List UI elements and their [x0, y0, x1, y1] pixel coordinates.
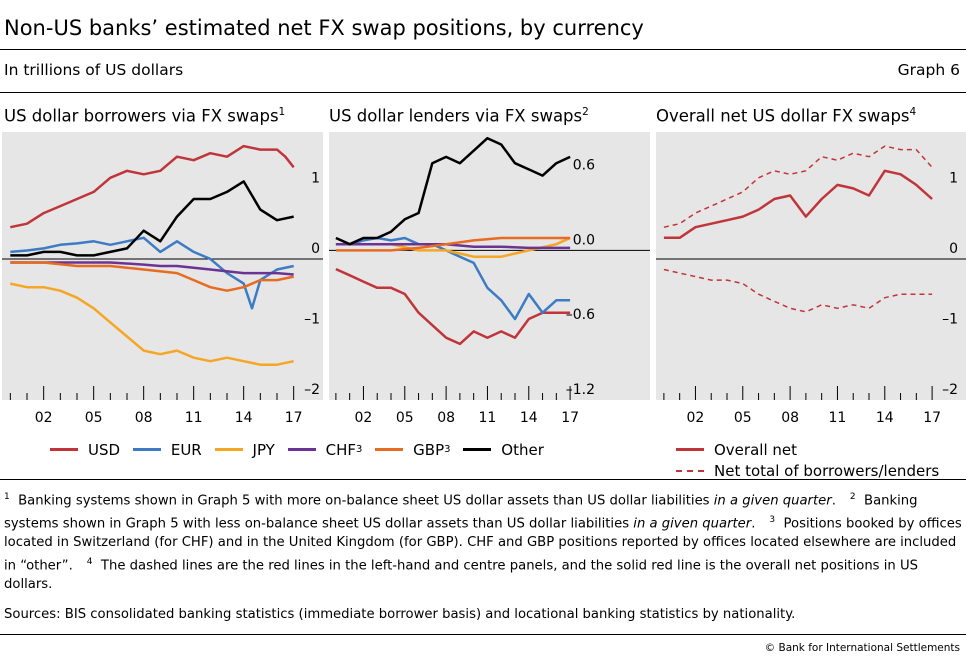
plot-area	[329, 132, 650, 400]
x-tick-label: 02	[687, 410, 705, 426]
x-tick-label: 14	[235, 410, 253, 426]
series-line-other	[10, 180, 294, 257]
series-line-gbp	[10, 261, 294, 292]
panel-title-borrowers: US dollar borrowers via FX swaps1	[4, 106, 286, 126]
series-line-usd	[335, 267, 571, 346]
x-tick-label: 02	[35, 410, 53, 426]
x-tick-label: 05	[396, 410, 414, 426]
legend-item-overall-net: Overall net	[676, 441, 797, 459]
y-tick-label: –2	[304, 382, 320, 398]
footnote-text: Positions booked by offices located in S…	[4, 516, 962, 573]
panel-title-lenders: US dollar lenders via FX swaps2	[329, 106, 589, 126]
unit-label: In trillions of US dollars	[4, 61, 184, 79]
x-tick-label: 17	[923, 410, 941, 426]
x-tick-label: 14	[876, 410, 894, 426]
graph-number: Graph 6	[897, 61, 960, 79]
footnote-marker: 3	[769, 514, 776, 525]
series-line-chf	[335, 242, 571, 250]
footnote-text: Banking systems shown in Graph 5 with mo…	[18, 493, 714, 509]
y-tick-label: –2	[942, 382, 958, 398]
footnote-text: .	[751, 516, 756, 532]
y-tick-label: –1	[942, 311, 958, 327]
x-tick-label: 11	[479, 410, 497, 426]
legend-item-eur: EUR	[132, 441, 202, 459]
footnote-marker: 2	[849, 492, 856, 502]
footnote-marker: 1	[4, 492, 10, 502]
panel-title-overall: Overall net US dollar FX swaps4	[656, 106, 917, 126]
series-line-net-total-of-borrowers-lenders	[663, 145, 933, 228]
series-line-chf	[10, 261, 294, 276]
x-tick-label: 08	[437, 410, 455, 426]
y-tick-label: –0.6	[566, 307, 595, 323]
y-tick-label: –1.2	[566, 382, 595, 398]
x-tick-label: 11	[185, 410, 203, 426]
x-tick-label: 17	[561, 410, 579, 426]
legend-item-other: Other	[463, 441, 544, 459]
y-tick-label: 0.6	[573, 158, 595, 174]
x-tick-label: 08	[781, 410, 799, 426]
footnote-text: in a given quarter	[633, 516, 752, 532]
series-line-jpy	[10, 282, 294, 366]
footnote-text: in a given quarter	[713, 493, 832, 509]
footnotes: 1 Banking systems shown in Graph 5 with …	[4, 488, 962, 594]
page-title: Non-US banks’ estimated net FX swap posi…	[4, 16, 644, 40]
y-tick-label: 0	[949, 241, 958, 257]
legend-item-gbp: GBP 3	[375, 441, 451, 459]
footer-divider	[0, 634, 966, 635]
series-line-net-total-of-borrowers-lenders	[663, 268, 933, 313]
footnote-text: Banking systems shown in Graph 5 with le…	[4, 493, 918, 532]
x-tick-label: 05	[85, 410, 103, 426]
legend-overall-2: Net total of borrowers/lenders	[676, 458, 947, 480]
footnote-text: The dashed lines are the red lines in th…	[4, 557, 918, 592]
y-tick-label: 0.0	[573, 232, 595, 248]
sources-note: Sources: BIS consolidated banking statis…	[4, 607, 796, 622]
y-tick-label: 1	[949, 170, 958, 186]
notes-divider	[0, 479, 966, 480]
legend-item-usd: USD	[50, 441, 120, 459]
series-line-other	[335, 136, 571, 246]
y-tick-label: 1	[311, 170, 320, 186]
legend-item-net-total: Net total of borrowers/lenders	[676, 462, 939, 480]
series-line-gbp	[335, 236, 571, 252]
footnote-marker: 4	[86, 556, 93, 567]
x-tick-label: 17	[285, 410, 303, 426]
series-line-usd	[10, 144, 295, 229]
x-tick-label: 05	[734, 410, 752, 426]
plot-area	[656, 132, 966, 400]
charts-svg: 02 05 08 11 14 17 1 0 –1 –2 02 05 08 11 14 17 0.6 0.0 –0.6…	[2, 132, 966, 426]
legend-currencies: USD EUR JPY CHF 3 GBP 3 Other	[50, 437, 552, 459]
footnote-text: .	[831, 493, 836, 509]
x-tick-label: 14	[520, 410, 538, 426]
legend-item-chf: CHF 3	[287, 441, 362, 459]
y-tick-label: 0	[311, 241, 320, 257]
legend-item-jpy: JPY	[214, 441, 275, 459]
x-tick-label: 02	[355, 410, 373, 426]
title-divider	[0, 49, 966, 50]
series-line-eur	[10, 236, 294, 310]
legend-overall: Overall net	[676, 437, 805, 459]
header-divider	[0, 92, 966, 93]
y-tick-label: –1	[304, 311, 320, 327]
series-line-overall-net	[663, 169, 933, 240]
x-tick-label: 11	[829, 410, 847, 426]
copyright: © Bank for International Settlements	[764, 642, 960, 654]
x-tick-label: 08	[135, 410, 153, 426]
